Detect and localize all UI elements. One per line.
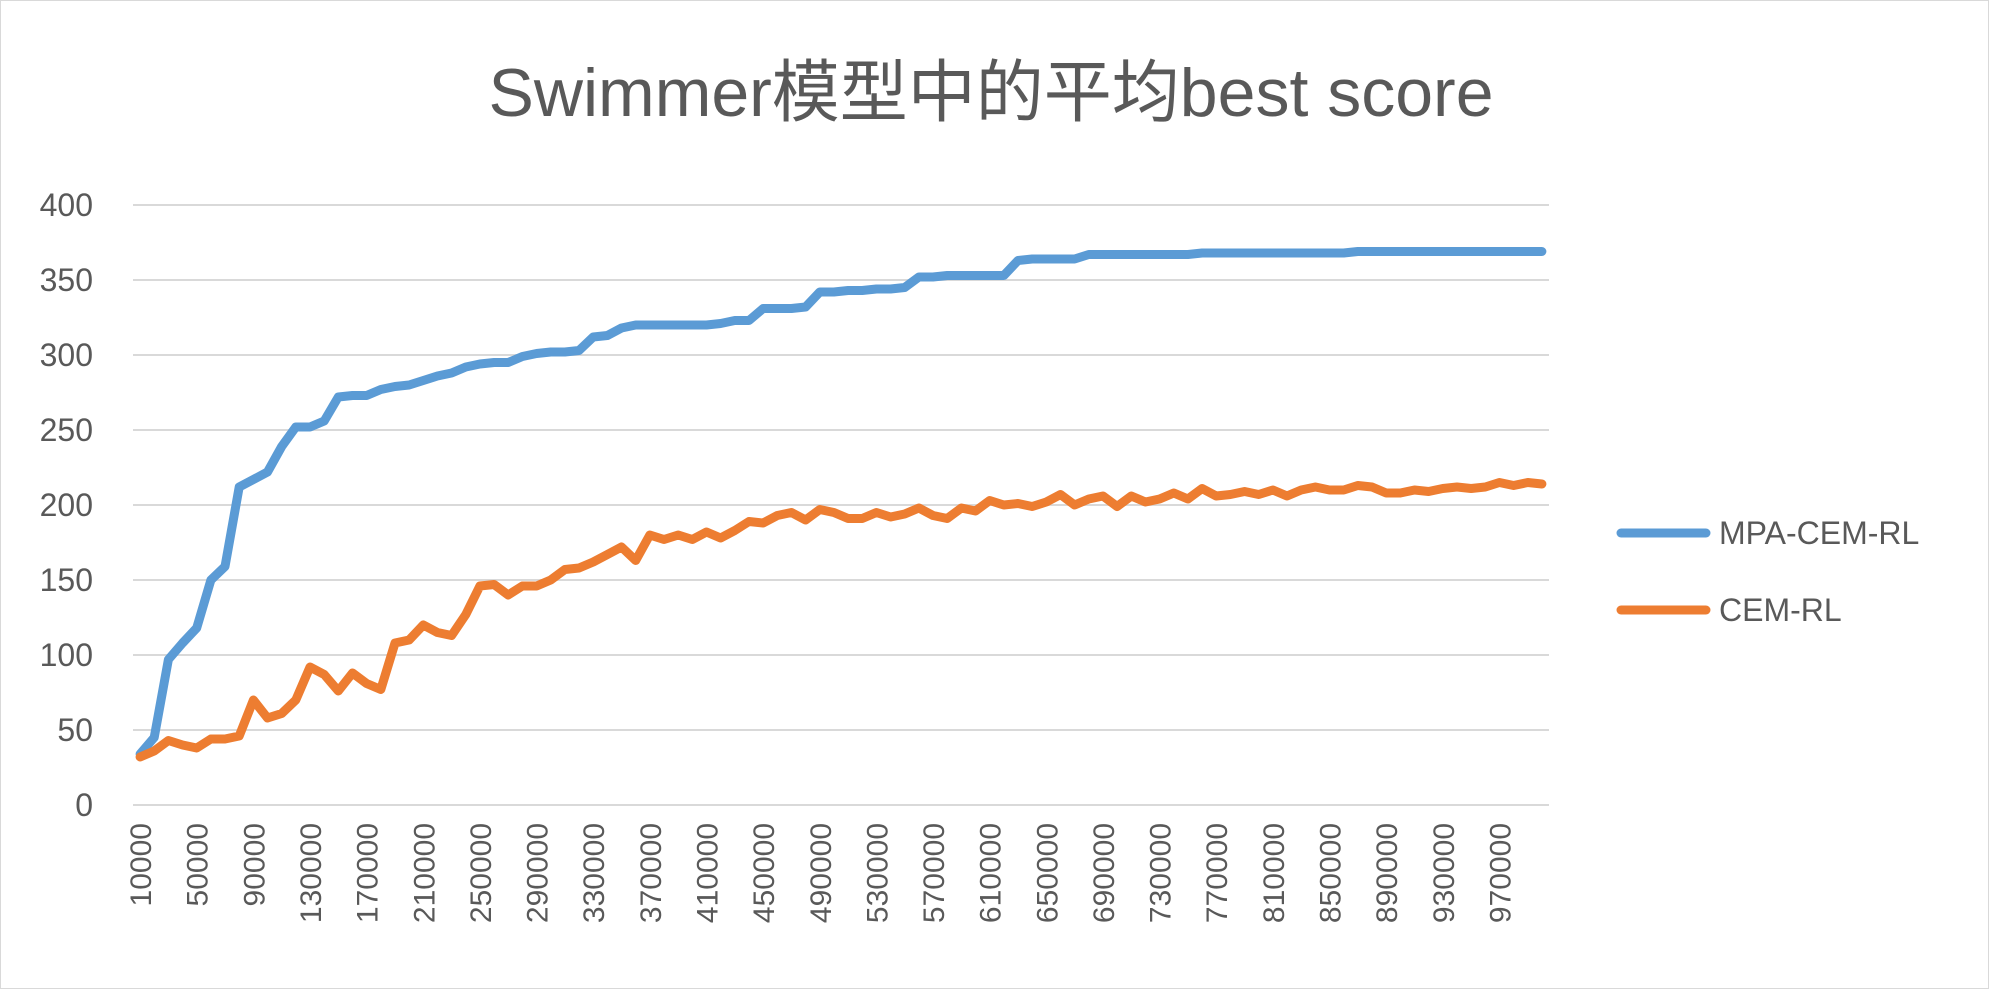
y-tick-label: 50 [57,712,93,748]
x-tick-label: 10000 [125,823,158,906]
series-lines [135,247,1547,762]
legend: MPA-CEM-RL CEM-RL [1616,515,1919,628]
y-axis-ticks: 0 50 100 150 200 250 300 350 400 [40,187,93,823]
x-tick-label: 330000 [578,823,611,923]
y-tick-label: 0 [75,787,93,823]
x-tick-label: 770000 [1201,823,1234,923]
x-tick-label: 90000 [238,823,271,906]
x-axis-ticks: 10000 50000 90000 130000 170000 210000 250000 2… [125,823,1517,923]
chart-title: Swimmer模型中的平均best score [488,55,1493,131]
x-tick-label: 570000 [918,823,951,923]
y-tick-label: 300 [40,337,93,373]
x-tick-label: 490000 [805,823,838,923]
y-tick-label: 250 [40,412,93,448]
y-tick-label: 350 [40,262,93,298]
x-tick-label: 290000 [522,823,555,923]
x-tick-label: 250000 [465,823,498,923]
x-tick-label: 850000 [1315,823,1348,923]
x-tick-label: 210000 [408,823,441,923]
y-tick-label: 150 [40,562,93,598]
series-line-mpa-cem-rl [135,247,1547,759]
legend-label: CEM-RL [1719,592,1842,628]
x-tick-label: 130000 [295,823,328,923]
x-tick-label: 930000 [1428,823,1461,923]
y-tick-label: 400 [40,187,93,223]
series-line-cem-rl [135,478,1547,762]
legend-label: MPA-CEM-RL [1719,515,1919,551]
x-tick-label: 890000 [1371,823,1404,923]
x-tick-label: 690000 [1088,823,1121,923]
x-tick-label: 530000 [861,823,894,923]
x-tick-label: 410000 [691,823,724,923]
x-tick-label: 650000 [1031,823,1064,923]
x-tick-label: 170000 [352,823,385,923]
x-tick-label: 50000 [182,823,215,906]
y-tick-label: 100 [40,637,93,673]
x-tick-label: 970000 [1484,823,1517,923]
y-tick-label: 200 [40,487,93,523]
x-tick-label: 810000 [1258,823,1291,923]
x-tick-label: 730000 [1145,823,1178,923]
x-tick-label: 370000 [635,823,668,923]
gridlines [133,204,1549,806]
x-tick-label: 450000 [748,823,781,923]
x-tick-label: 610000 [975,823,1008,923]
